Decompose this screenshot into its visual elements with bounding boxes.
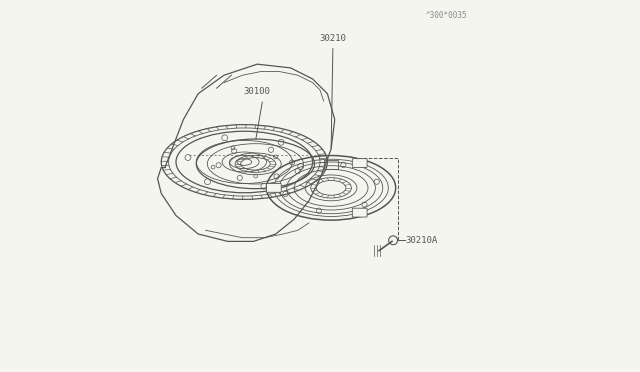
Text: ^300*0035: ^300*0035 (426, 11, 468, 20)
Text: 30210A: 30210A (406, 236, 438, 245)
Text: 30100: 30100 (244, 87, 271, 96)
Bar (324, 160, 339, 169)
FancyBboxPatch shape (352, 158, 367, 167)
FancyBboxPatch shape (352, 208, 367, 217)
Text: 30210: 30210 (319, 34, 346, 43)
FancyBboxPatch shape (266, 183, 281, 192)
